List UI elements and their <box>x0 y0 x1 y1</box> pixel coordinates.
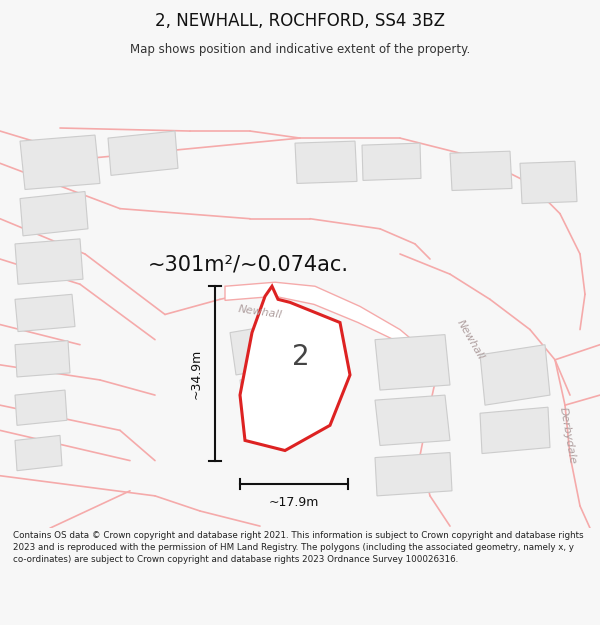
Text: Contains OS data © Crown copyright and database right 2021. This information is : Contains OS data © Crown copyright and d… <box>13 531 584 564</box>
Polygon shape <box>225 282 440 375</box>
Polygon shape <box>480 345 550 405</box>
Polygon shape <box>230 322 296 375</box>
Polygon shape <box>520 161 577 204</box>
Polygon shape <box>15 390 67 426</box>
Polygon shape <box>375 334 450 390</box>
Text: 2, NEWHALL, ROCHFORD, SS4 3BZ: 2, NEWHALL, ROCHFORD, SS4 3BZ <box>155 12 445 31</box>
Text: Newhall: Newhall <box>237 304 283 321</box>
Text: Map shows position and indicative extent of the property.: Map shows position and indicative extent… <box>130 42 470 56</box>
Text: Newhall: Newhall <box>455 318 486 361</box>
Polygon shape <box>375 452 452 496</box>
Polygon shape <box>15 239 83 284</box>
Text: Derbydale: Derbydale <box>558 406 578 465</box>
Polygon shape <box>295 141 357 184</box>
Polygon shape <box>362 143 421 181</box>
Polygon shape <box>15 294 75 332</box>
Polygon shape <box>20 135 100 189</box>
Polygon shape <box>240 370 300 420</box>
Polygon shape <box>480 407 550 454</box>
Polygon shape <box>20 191 88 236</box>
Polygon shape <box>450 151 512 191</box>
Polygon shape <box>240 286 350 451</box>
Text: ~17.9m: ~17.9m <box>269 496 319 509</box>
Text: ~301m²/~0.074ac.: ~301m²/~0.074ac. <box>148 254 349 274</box>
Text: ~34.9m: ~34.9m <box>190 348 203 399</box>
Polygon shape <box>15 341 70 377</box>
Polygon shape <box>375 395 450 446</box>
Polygon shape <box>15 436 62 471</box>
Polygon shape <box>108 131 178 176</box>
Text: 2: 2 <box>292 343 310 371</box>
